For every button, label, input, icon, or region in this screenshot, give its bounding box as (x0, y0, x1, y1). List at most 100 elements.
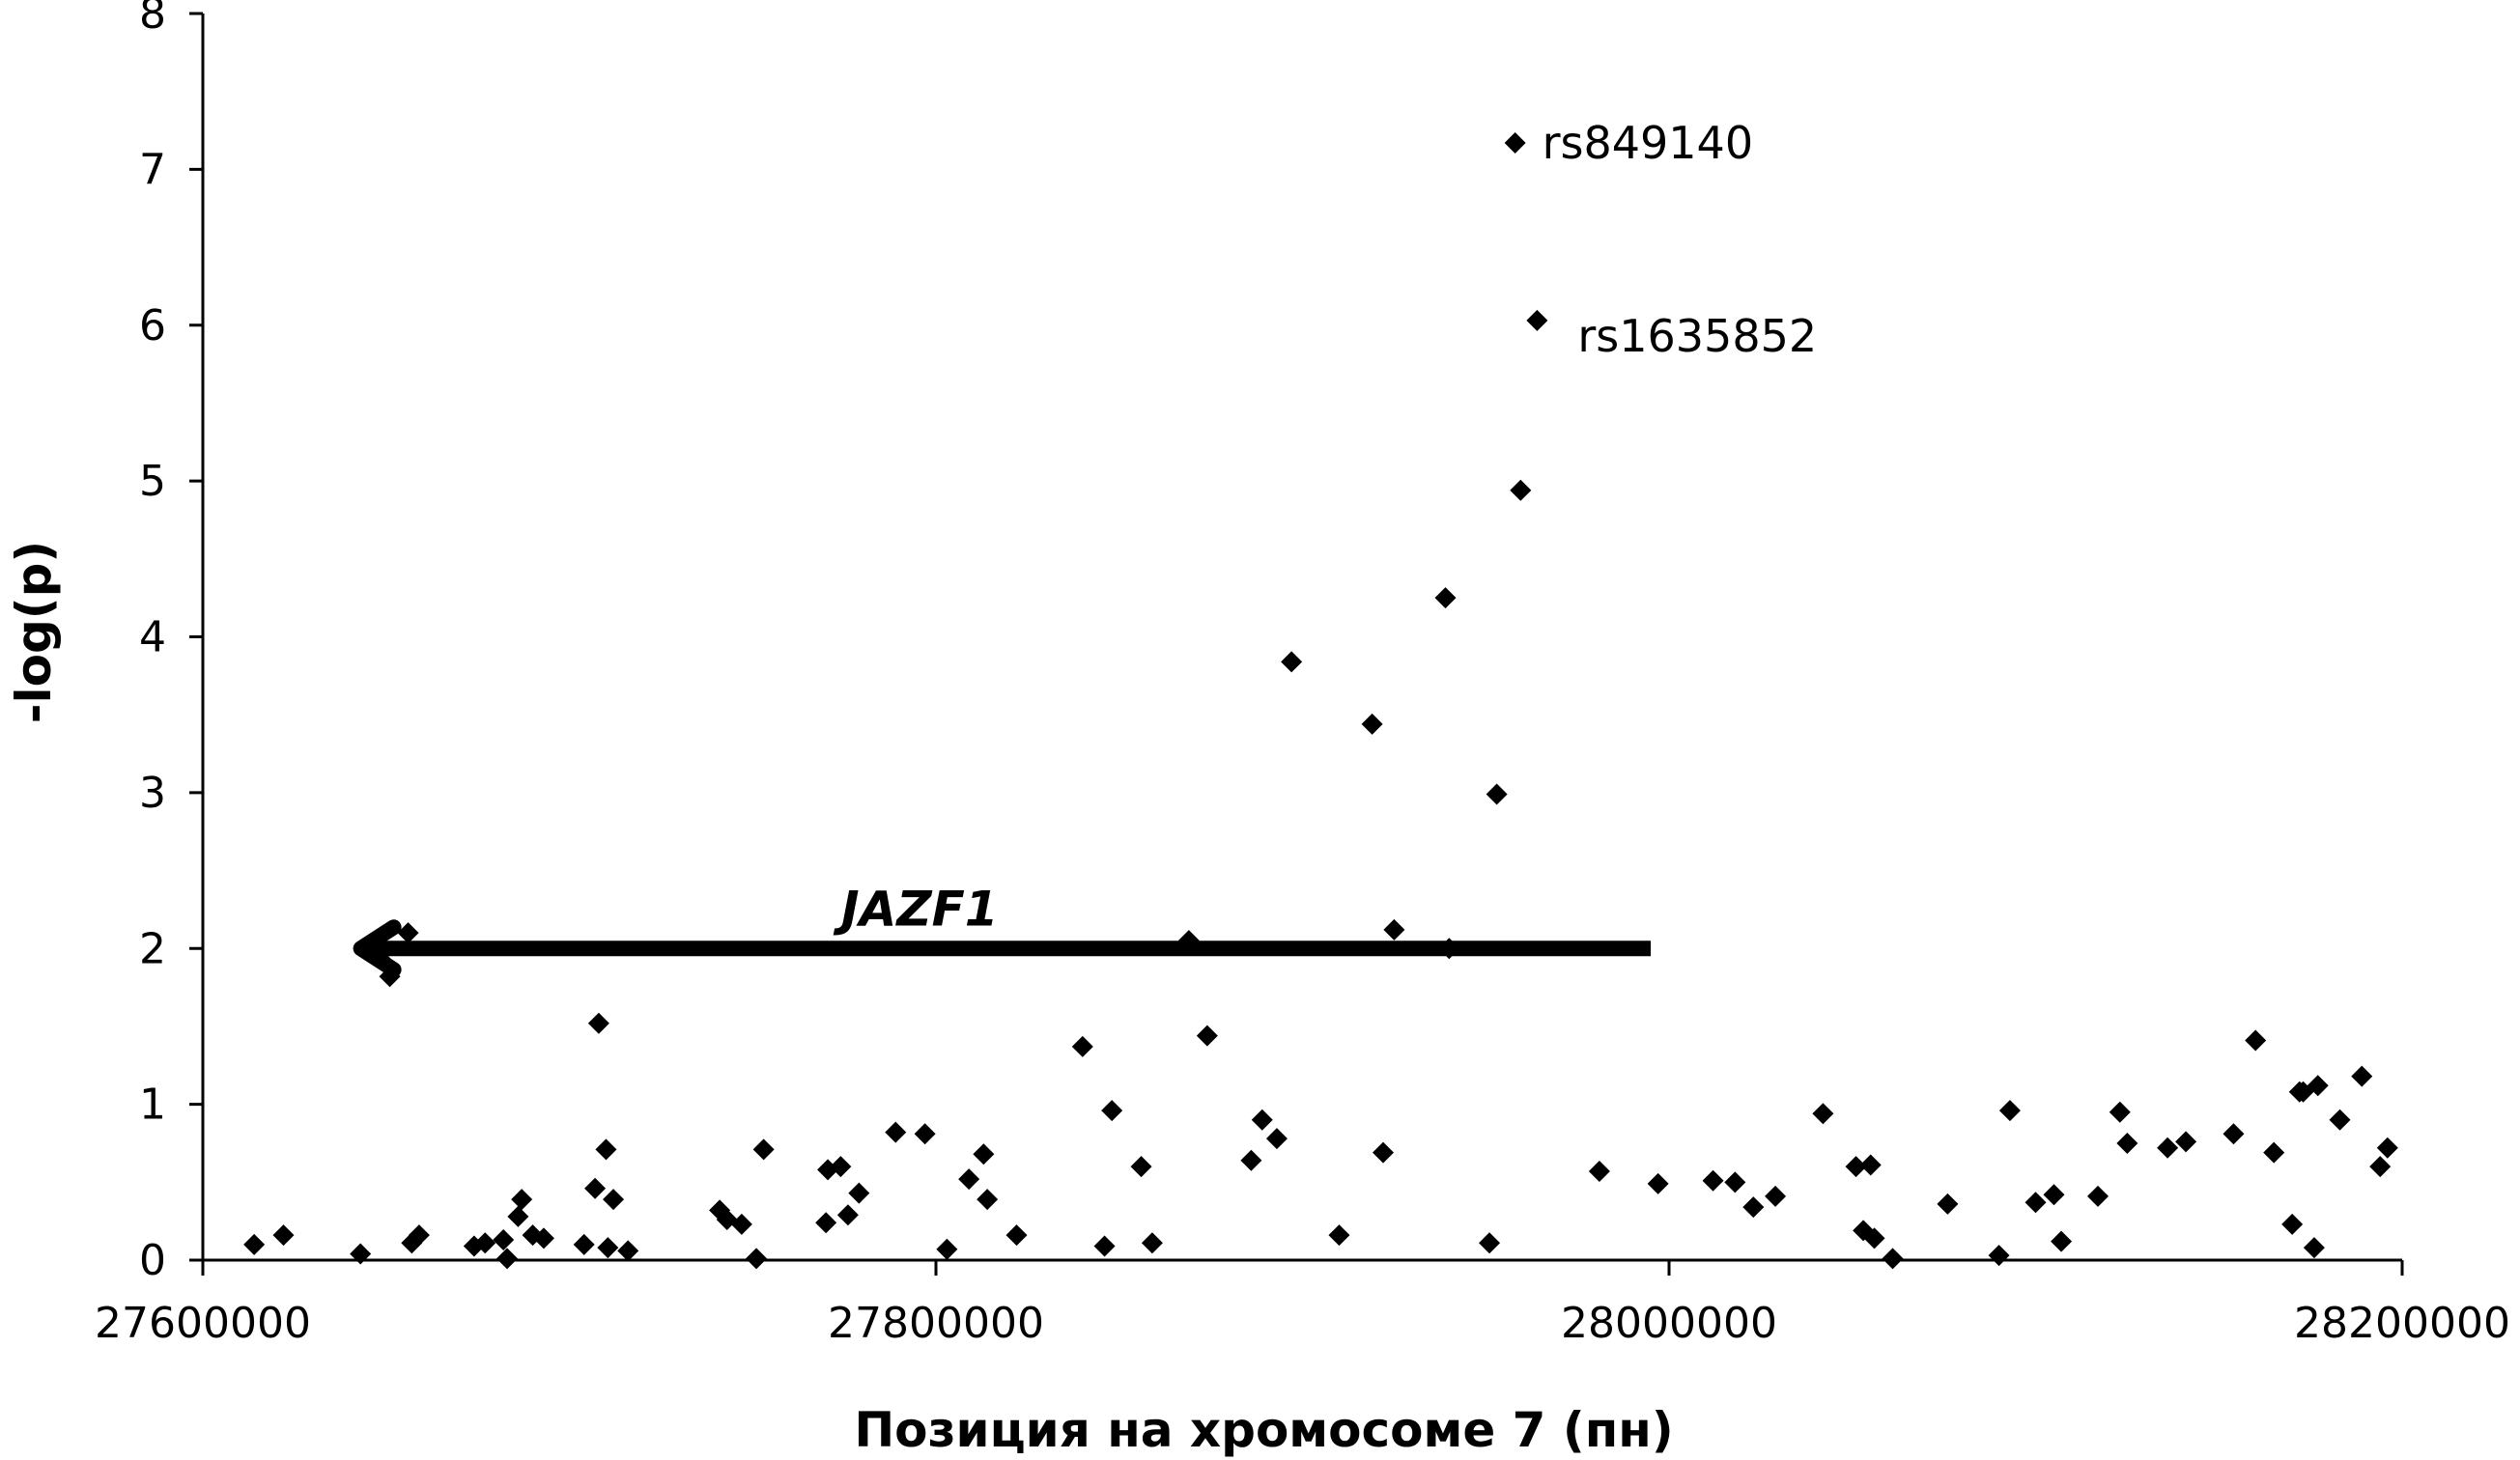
data-point (272, 1224, 295, 1247)
data-point (1101, 1100, 1123, 1122)
data-point (2024, 1192, 2047, 1214)
y-axis-title: -log(p) (6, 541, 62, 724)
data-point (603, 1189, 625, 1211)
data-point (2376, 1137, 2398, 1159)
data-point (1438, 938, 1460, 960)
data-point (2116, 1132, 2138, 1154)
data-point (1647, 1172, 1669, 1194)
y-tick-label: 2 (139, 924, 166, 973)
y-tick-label: 8 (139, 0, 166, 39)
data-point (1141, 1232, 1163, 1254)
data-point (1361, 713, 1383, 735)
data-point (1765, 1185, 1787, 1207)
data-point (815, 1212, 837, 1234)
y-tick-label: 5 (139, 457, 166, 506)
data-point (836, 1204, 859, 1226)
data-point (584, 1177, 607, 1199)
data-point (595, 1138, 617, 1161)
x-axis-title: Позиция на хромосоме 7 (пн) (854, 1402, 1673, 1458)
data-point (1281, 651, 1303, 673)
data-point (597, 1237, 619, 1259)
data-point (885, 1121, 907, 1143)
data-point (1265, 1128, 1288, 1150)
data-point (587, 1012, 609, 1034)
data-points (243, 131, 2398, 1270)
data-point (2369, 1156, 2392, 1178)
data-point (474, 1232, 496, 1254)
gene-arrow-group: JAZF1 (353, 881, 1652, 978)
data-point (1372, 1141, 1394, 1164)
data-point (830, 1156, 852, 1178)
data-point (2051, 1230, 2073, 1252)
data-point (573, 1233, 595, 1255)
snp-annotations: rs849140 rs1635852 (1543, 117, 1818, 362)
data-point (1383, 918, 1405, 941)
data-point (493, 1229, 515, 1251)
data-point (730, 1213, 752, 1235)
data-point (973, 1143, 995, 1165)
data-point (1526, 309, 1548, 331)
data-point (746, 1248, 768, 1270)
data-point (1998, 1100, 2021, 1122)
data-point (1510, 479, 1532, 501)
y-tick-label: 0 (139, 1236, 166, 1285)
gene-label: JAZF1 (833, 881, 999, 937)
data-point (1588, 1161, 1610, 1183)
data-point (379, 966, 401, 988)
data-point (958, 1168, 980, 1191)
snp-annotation-label: rs849140 (1543, 117, 1753, 169)
data-point (511, 1189, 533, 1211)
data-point (408, 1224, 430, 1247)
x-tick-label: 27600000 (95, 1299, 311, 1348)
data-point (1251, 1109, 1273, 1131)
x-tick-label: 28200000 (2294, 1299, 2510, 1348)
data-point (350, 1243, 372, 1265)
data-point (507, 1205, 529, 1227)
data-point (371, 950, 393, 972)
data-point (532, 1227, 554, 1249)
data-point (977, 1189, 999, 1211)
data-point (1812, 1103, 1834, 1125)
data-point (1724, 1171, 1746, 1193)
data-point (1093, 1235, 1116, 1257)
data-point (2245, 1029, 2267, 1052)
data-point (1328, 1224, 1350, 1247)
data-point (1005, 1224, 1028, 1247)
y-tick-label: 1 (139, 1081, 166, 1130)
data-point (1937, 1193, 1959, 1215)
data-point (936, 1238, 958, 1260)
data-point (1196, 1025, 1218, 1047)
data-point (1479, 1232, 1501, 1254)
data-point (2307, 1075, 2329, 1097)
data-point (2087, 1185, 2109, 1207)
y-axis-ticks: 0 1 2 3 4 5 6 7 8 (139, 0, 203, 1285)
data-point (2263, 1141, 2285, 1164)
data-point (1742, 1196, 1765, 1219)
data-point (1130, 1156, 1152, 1178)
data-point (1988, 1245, 2010, 1267)
data-point (2351, 1065, 2373, 1087)
data-point (397, 922, 419, 944)
data-point (1863, 1227, 1885, 1249)
data-point (1504, 131, 1526, 154)
x-tick-label: 27800000 (828, 1299, 1044, 1348)
data-point (1071, 1035, 1093, 1057)
data-point (2109, 1101, 2131, 1123)
data-point (1240, 1149, 1262, 1171)
data-point (1702, 1169, 1724, 1192)
data-point (243, 1233, 266, 1255)
data-point (496, 1248, 518, 1270)
y-tick-label: 6 (139, 301, 166, 351)
data-point (1859, 1154, 1882, 1176)
data-point (2223, 1123, 2245, 1145)
y-tick-label: 4 (139, 613, 166, 662)
data-point (2157, 1137, 2179, 1159)
data-point (752, 1138, 775, 1161)
x-tick-label: 28000000 (1561, 1299, 1777, 1348)
y-tick-label: 7 (139, 145, 166, 194)
snp-annotation-label: rs1635852 (1577, 310, 1817, 362)
data-point (617, 1240, 639, 1262)
data-point (2281, 1213, 2304, 1235)
y-tick-label: 3 (139, 769, 166, 818)
